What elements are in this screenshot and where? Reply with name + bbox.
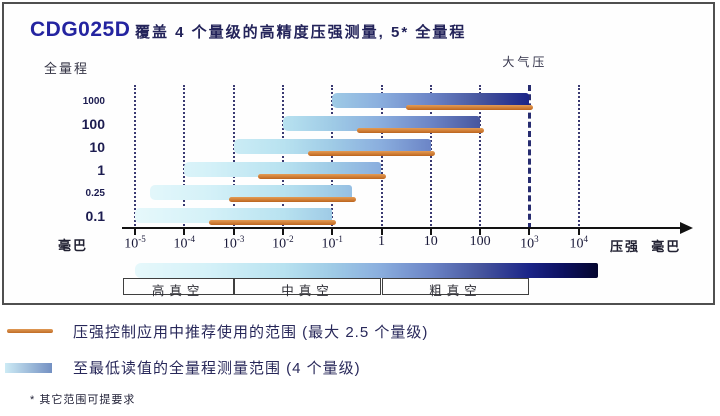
gridline [429,85,432,229]
gridline [281,85,284,229]
gridline [331,85,334,229]
x-tick-label: 103 [520,234,539,252]
gridline [479,85,482,229]
vacuum-region-box [233,278,382,295]
bar-recommended-range [208,220,337,225]
x-tick [577,227,580,235]
x-tick-label: 10 [423,234,438,249]
x-tick-label: 10-4 [173,234,196,252]
vacuum-region-box [381,278,530,295]
x-tick-label: 100 [469,234,491,249]
full-scale-label: 0.25 [85,188,105,199]
bar-recommended-range [307,151,435,156]
y-axis-unit: 毫巴 [58,238,89,253]
gridline [232,85,235,229]
x-tick [134,227,136,235]
x-tick-label: 10-1 [321,234,343,252]
full-scale-label: 1 [97,162,105,178]
x-axis-arrow-icon [680,222,693,234]
legend-recommended-label: 压强控制应用中推荐使用的范围 (最大 2.5 个量级) [73,324,429,341]
product-title: CDG025D [30,18,131,41]
bar-measure-range [332,93,530,108]
x-axis-line [122,227,686,229]
vacuum-region-label: 粗真空 [429,284,482,298]
atmosphere-label: 大气压 [502,55,548,69]
legend-recommended-swatch [7,329,53,333]
vacuum-region-box [122,278,234,295]
x-tick-label: 10-2 [272,234,294,252]
x-tick [281,227,284,235]
x-tick-label: 104 [569,234,588,252]
gridline [577,85,580,229]
full-scale-label: 1000 [82,96,105,107]
bar-measure-range [233,139,431,154]
x-tick [331,227,334,235]
x-axis-label: 压强 毫巴 [610,239,682,254]
vacuum-region-label: 高真空 [151,284,205,298]
bar-recommended-range [406,105,534,110]
footnote: * 其它范围可提要求 [30,394,136,406]
x-tick [429,227,432,235]
y-axis-label: 全量程 [44,61,90,76]
x-tick-label: 10-3 [222,234,245,252]
bar-recommended-range [356,128,485,133]
atmosphere-line [528,85,532,229]
gridline [134,85,136,229]
gridline [380,85,383,229]
full-scale-label: 100 [81,116,105,132]
x-tick [232,227,235,235]
x-tick [479,227,482,235]
x-tick-label: 1 [378,234,385,249]
x-tick [380,227,383,235]
vacuum-region-label: 中真空 [281,284,334,298]
bar-measure-range [184,162,382,177]
legend-full-range-label: 至最低读值的全量程测量范围 (4 个量级) [73,360,361,377]
full-scale-label: 10 [89,139,105,155]
bar-recommended-range [228,197,356,202]
chart-panel: CDG025D 覆盖 4 个量级的高精度压强测量, 5* 全量程 全量程 大气压… [2,2,715,305]
chart-subtitle: 覆盖 4 个量级的高精度压强测量, 5* 全量程 [135,24,467,41]
gridline [183,85,186,229]
bar-measure-range [149,185,352,200]
legend-full-range-swatch [5,363,52,373]
x-tick [183,227,186,235]
bar-measure-range [282,116,481,131]
bar-measure-range [135,208,333,223]
bar-recommended-range [258,174,386,179]
full-scale-label: 0.1 [85,208,105,224]
vacuum-gradient-strip [135,263,598,278]
x-tick-label: 10-5 [124,234,146,252]
x-tick [528,227,531,235]
